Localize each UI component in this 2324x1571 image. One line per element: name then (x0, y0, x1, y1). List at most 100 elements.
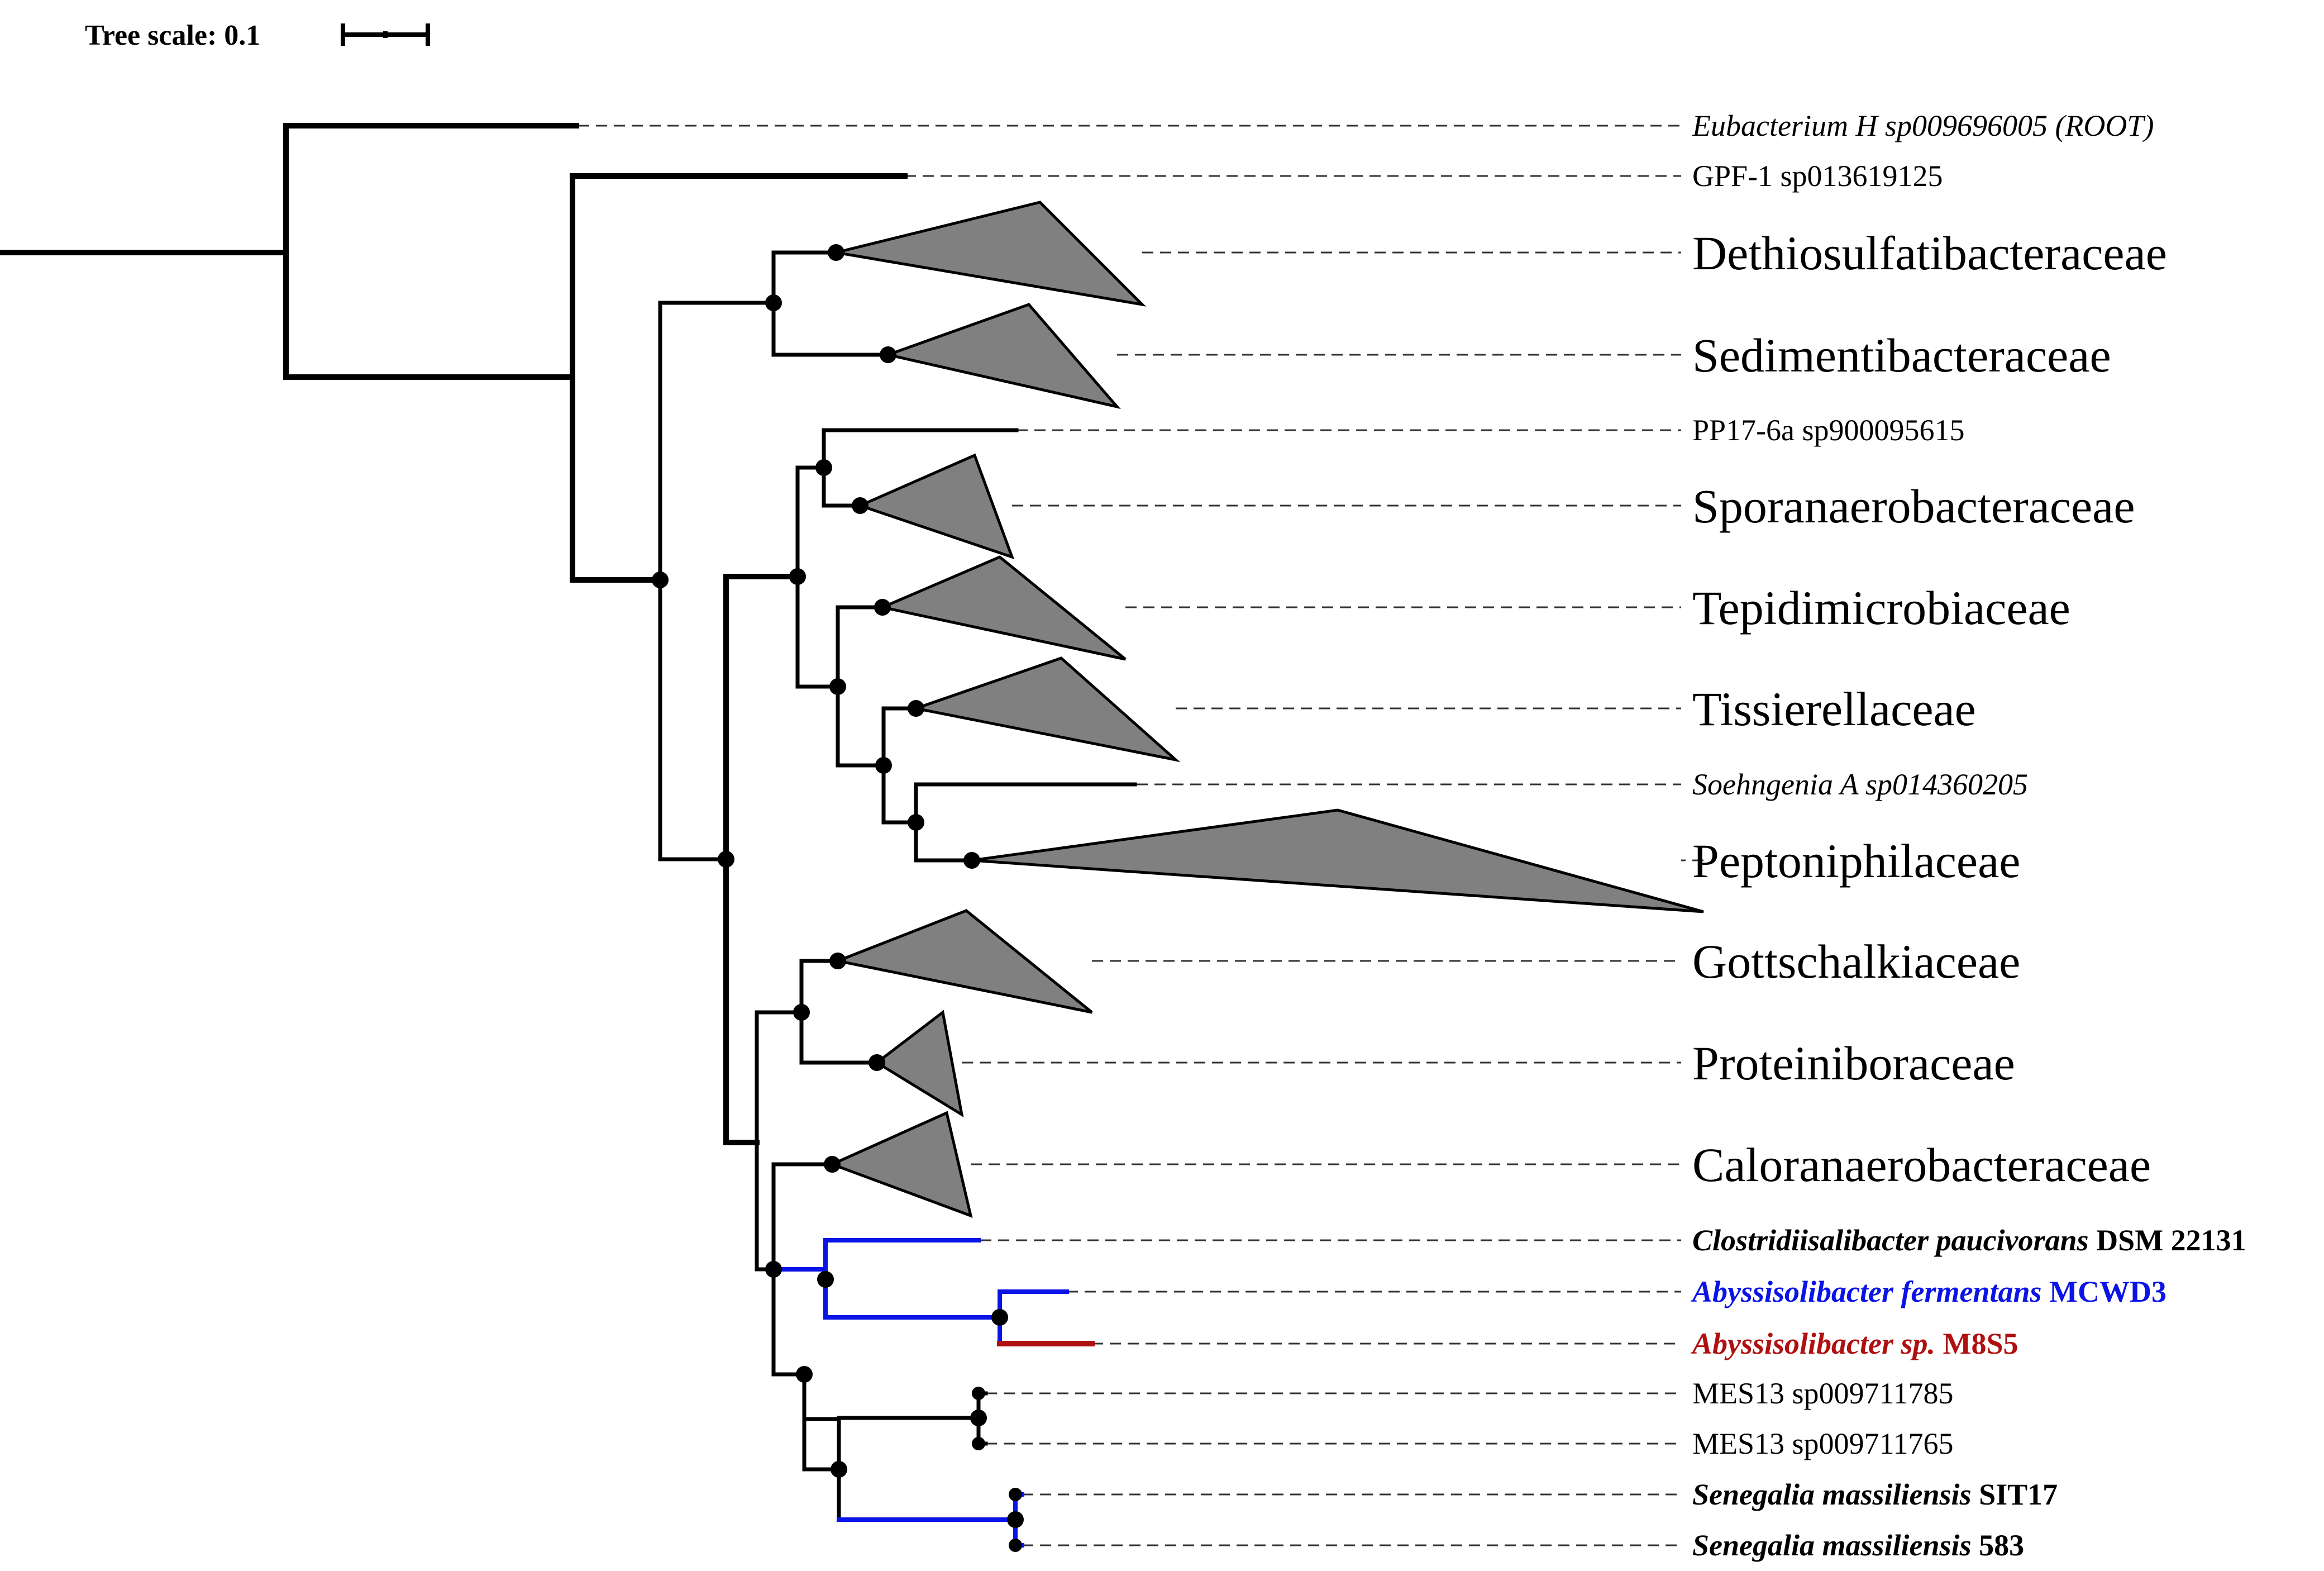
node-dot (828, 244, 844, 261)
clade-triangle-dethio (836, 201, 1147, 307)
leaf-label-protein: Proteiniboraceae (1692, 1036, 2015, 1090)
leaf-label-tissier: Tissierellaceae (1692, 682, 1976, 736)
leaf-labels: Eubacterium H sp009696005 (ROOT) GPF-1 sp… (1691, 109, 2246, 1562)
node-dot (793, 1004, 810, 1021)
clade-triangle-tepid (877, 555, 1127, 661)
node-dot (817, 1271, 834, 1288)
leaf-species-name: Caloranaerobacteraceae (1692, 1138, 2151, 1192)
node-dot (908, 700, 924, 717)
leaf-species-name: Proteiniboraceae (1692, 1036, 2015, 1090)
leaf-label-tepid: Tepidimicrobiaceae (1692, 581, 2070, 635)
leaf-species-name: MES13 sp009711785 (1692, 1377, 1954, 1410)
leaf-strain-name: DSM 22131 (2089, 1224, 2246, 1257)
leaf-label-sporan: Sporanaerobacteraceae (1692, 479, 2135, 533)
tree-scale: Tree scale: 0.1 (85, 20, 430, 51)
node-dot (991, 1309, 1008, 1326)
collapsed-clades (828, 201, 1704, 1218)
leaf-species-name: Tissierellaceae (1692, 682, 1976, 736)
leaf-species-name: Gottschalkiaceae (1692, 935, 2020, 988)
branch-blue-clostr-clade (771, 1238, 1002, 1320)
node-dot (796, 1366, 813, 1383)
leaf-strain-name: M8S5 (1935, 1327, 2018, 1360)
leaf-label-calor: Caloranaerobacteraceae (1692, 1138, 2151, 1192)
node-dot (765, 294, 782, 311)
clade-triangle-gotts (833, 909, 1093, 1014)
leaf-species-name: Tepidimicrobiaceae (1692, 581, 2070, 635)
leaf-species-name: GPF-1 sp013619125 (1692, 159, 1943, 193)
node-dot (972, 1387, 985, 1400)
branch-n1440 (802, 1417, 841, 1472)
leaf-label-dethio: Dethiosulfatibacteraceae (1692, 226, 2167, 280)
leaf-label-mes13a: MES13 sp009711785 (1692, 1377, 1954, 1410)
node-dot (789, 568, 806, 585)
leaf-species-name: Soehngenia A sp014360205 (1692, 768, 2028, 801)
leaf-species-name: Eubacterium H sp009696005 (ROOT) (1692, 109, 2154, 142)
branch-n1435 (799, 959, 879, 1065)
clade-triangle-pepto (971, 808, 1704, 913)
leaf-label-pepto: Peptoniphilaceae (1692, 834, 2020, 888)
leaf-species-name: PP17-6a sp900095615 (1692, 413, 1965, 447)
node-dot (1009, 1488, 1022, 1501)
leaf-species-name: MES13 sp009711765 (1692, 1427, 1954, 1460)
leaf-species-name: Peptoniphilaceae (1692, 834, 2020, 888)
leaf-label-clostr: Clostridiisalibacter paucivorans DSM 221… (1692, 1224, 2246, 1257)
clade-triangle-protein (874, 1010, 964, 1118)
leaf-species-name: Dethiosulfatibacteraceae (1692, 226, 2167, 280)
branch-n1355 (755, 1010, 804, 1272)
guide-lines (578, 125, 1703, 1546)
leaf-species-name: Abyssisolibacter sp. (1691, 1327, 1935, 1360)
leaf-species-name: Sporanaerobacteraceae (1692, 479, 2135, 533)
leaf-strain-name: MCWD3 (2042, 1275, 2166, 1308)
branch-n1182 (658, 301, 776, 861)
leaf-label-sedim: Sedimentibacteraceae (1692, 329, 2111, 382)
node-dot (765, 1261, 782, 1278)
node-dot (718, 851, 734, 868)
leaf-label-abyss-f: Abyssisolibacter fermentans MCWD3 (1691, 1275, 2166, 1308)
node-dot (908, 814, 924, 831)
leaf-label-seneg2: Senegalia massiliensis 583 (1692, 1529, 2024, 1562)
clade-triangle-sporan (856, 453, 1015, 560)
tree-scale-bar (341, 23, 430, 46)
leaf-species-name: Abyssisolibacter fermentans (1691, 1275, 2042, 1308)
leaf-species-name: Sedimentibacteraceae (1692, 329, 2111, 382)
branch-n1385 (771, 250, 890, 357)
node-dot (652, 572, 669, 588)
node-dot (815, 459, 832, 476)
node-dot (880, 346, 896, 363)
node-dot (831, 1461, 847, 1478)
node-dot (1009, 1539, 1022, 1552)
branch-mes13-node (837, 1391, 988, 1446)
leaf-label-mes13b: MES13 sp009711765 (1692, 1427, 1954, 1460)
leaf-strain-name: SIT17 (1972, 1478, 2058, 1511)
node-dot (824, 1156, 841, 1173)
branch-root-node (283, 123, 579, 380)
leaf-strain-name: 583 (1972, 1529, 2025, 1562)
leaf-species-name: Clostridiisalibacter paucivorans (1692, 1224, 2089, 1257)
branches-red (997, 1315, 1095, 1346)
leaf-label-abyss-sp: Abyssisolibacter sp. M8S5 (1691, 1327, 2018, 1360)
node-dot (829, 953, 846, 969)
node-dot (852, 497, 868, 514)
clade-triangle-tissier (910, 656, 1181, 763)
leaf-species-name: Senegalia massiliensis (1692, 1478, 1972, 1511)
clade-triangle-sedim (883, 303, 1121, 410)
branch-n1300 (723, 574, 800, 1145)
node-dot (829, 678, 846, 695)
branch-blue-abyss-f (998, 1289, 1069, 1320)
leaf-label-gotts: Gottschalkiaceae (1692, 935, 2020, 988)
branch-blue-seneg (837, 1492, 1024, 1548)
node-dot (972, 1437, 985, 1450)
leaf-species-name: Senegalia massiliensis (1692, 1529, 1972, 1562)
node-dot (875, 757, 892, 774)
tree-scale-label: Tree scale: 0.1 (85, 20, 260, 51)
node-dot (874, 599, 891, 616)
leaf-label-pp17: PP17-6a sp900095615 (1692, 413, 1965, 447)
node-dot (1007, 1511, 1024, 1528)
leaf-label-soehn: Soehngenia A sp014360205 (1692, 768, 2028, 801)
leaf-label-gpf1: GPF-1 sp013619125 (1692, 159, 1943, 193)
node-dot (970, 1410, 987, 1426)
clade-triangle-calor (828, 1111, 973, 1218)
node-dot (868, 1054, 885, 1071)
branch-ingroup (570, 173, 908, 583)
